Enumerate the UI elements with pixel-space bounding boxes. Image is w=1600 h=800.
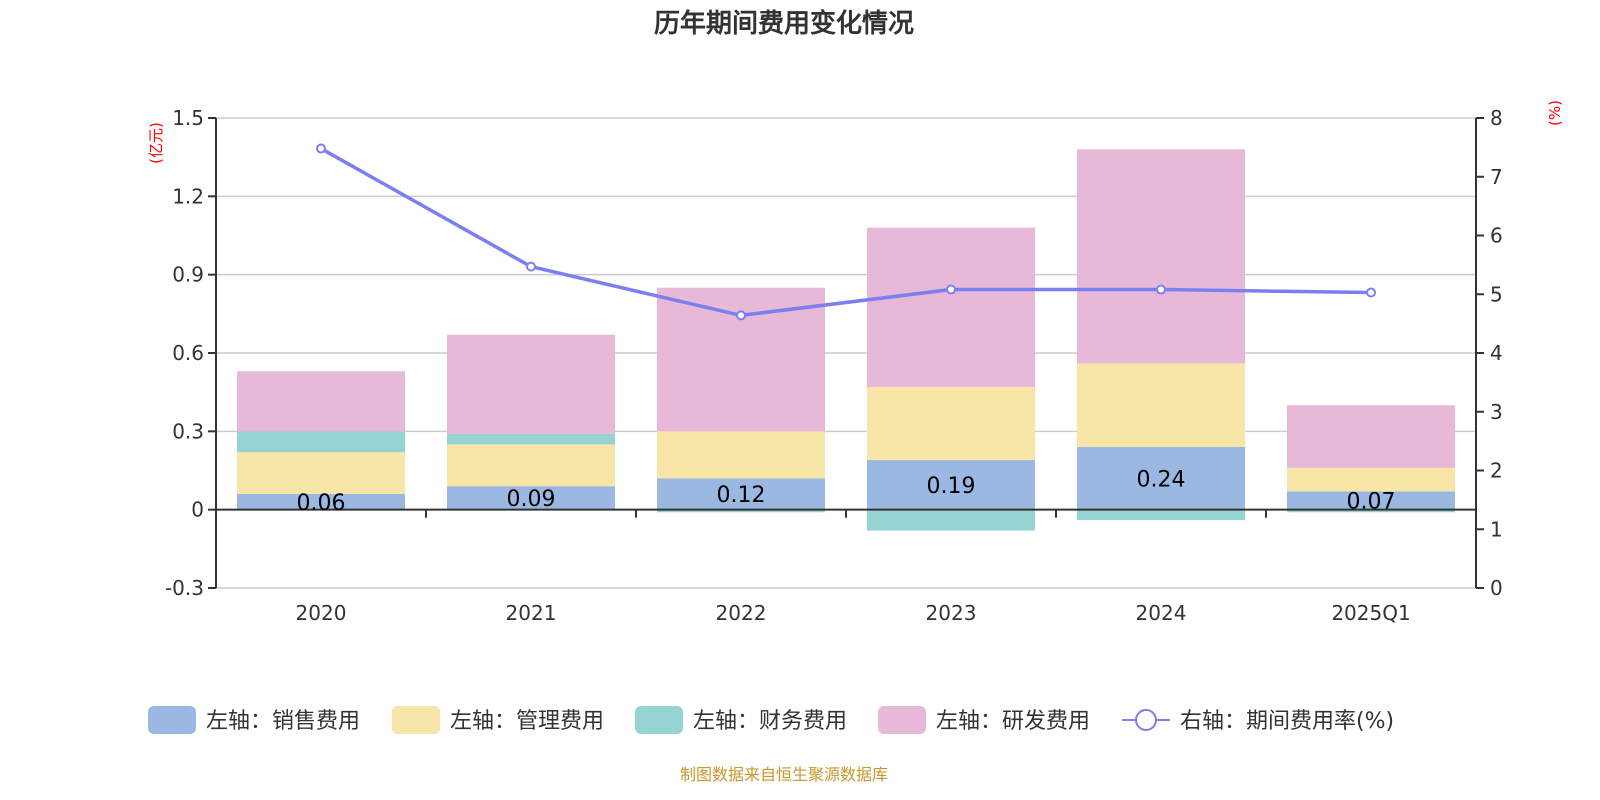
bar-segment (237, 371, 405, 432)
bar-segment (657, 478, 825, 510)
x-axis-label: 2023 (926, 601, 977, 625)
bar-segment (237, 494, 405, 510)
right-axis-tick-label: 4 (1490, 341, 1503, 365)
right-axis-tick-label: 7 (1490, 165, 1503, 189)
rate-point (946, 284, 956, 295)
bars-group (237, 149, 1455, 531)
legend-label: 右轴：期间费用率(%) (1180, 709, 1394, 734)
right-axis-tick-label: 0 (1490, 576, 1503, 600)
legend-label: 左轴：研发费用 (936, 709, 1090, 734)
right-axis-tick-label: 5 (1490, 282, 1503, 306)
bar-segment (867, 227, 1035, 387)
line-group (316, 143, 1376, 321)
left-axis-tick-label: 1.5 (172, 106, 204, 130)
right-axis-unit: (%) (1546, 100, 1564, 126)
bar-segment (447, 444, 615, 487)
right-axis-tick-label: 6 (1490, 224, 1503, 248)
left-axis-tick-label: 0 (191, 498, 204, 522)
left-axis-tick-label: -0.3 (165, 576, 204, 600)
chart-title: 历年期间费用变化情况 (654, 8, 914, 39)
bar-segment (1287, 509, 1455, 513)
legend-label: 左轴：销售费用 (206, 709, 360, 734)
rate-point (1156, 284, 1166, 295)
bar-segment (1287, 467, 1455, 492)
right-axis-tick-label: 1 (1490, 517, 1503, 541)
left-axis-tick-label: 0.3 (172, 419, 204, 443)
x-axis-label: 2025Q1 (1331, 601, 1410, 625)
bar-segment (657, 431, 825, 479)
legend-swatch (635, 706, 683, 734)
bar-segment (237, 431, 405, 453)
bar-segment (867, 509, 1035, 531)
rate-line (320, 147, 1372, 318)
bar-segment (867, 460, 1035, 510)
bar-data-label: 0.12 (717, 483, 766, 508)
x-axis-label: 2024 (1136, 601, 1187, 625)
rate-point (1366, 287, 1376, 298)
bar-segment (1287, 405, 1455, 468)
legend-label: 左轴：管理费用 (450, 709, 604, 734)
bar-data-label: 0.06 (297, 491, 346, 516)
bar-data-label: 0.24 (1137, 467, 1186, 492)
bar-segment (1077, 509, 1245, 521)
data-labels-group: 0.06 0.09 0.12 0.19 0.24 0.07 (297, 467, 1396, 516)
bar-segment (1077, 363, 1245, 447)
legend-circle-icon (1135, 709, 1157, 731)
footer-source: 制图数据来自恒生聚源数据库 (680, 765, 888, 784)
left-axis-tick-label: 1.2 (172, 184, 204, 208)
bar-data-label: 0.07 (1347, 490, 1396, 515)
bar-segment (447, 433, 615, 445)
legend-swatch (878, 706, 926, 734)
left-axis-tick-label: 0.9 (172, 263, 204, 287)
bar-data-label: 0.19 (927, 474, 976, 499)
bar-segment (447, 334, 615, 434)
legend-swatch (148, 706, 196, 734)
bar-segment (867, 386, 1035, 461)
bar-segment (1077, 447, 1245, 510)
rate-point (526, 261, 536, 272)
legend-swatch (392, 706, 440, 734)
x-axis-label: 2022 (716, 601, 767, 625)
right-axis-tick-label: 2 (1490, 459, 1503, 483)
left-axis-tick-label: 0.6 (172, 341, 204, 365)
legend-label: 左轴：财务费用 (693, 709, 847, 734)
bar-data-label: 0.09 (507, 487, 556, 512)
bar-segment (237, 452, 405, 494)
x-axis-label: 2020 (296, 601, 347, 625)
right-axis-tick-label: 3 (1490, 400, 1503, 424)
bar-segment (1287, 491, 1455, 510)
rate-point (316, 143, 326, 154)
rate-point (736, 310, 746, 321)
legend: 左轴：销售费用 左轴：管理费用 左轴：财务费用 左轴：研发费用 右轴：期间费用率(%) (148, 706, 1394, 734)
bar-segment (657, 509, 825, 513)
grid-lines (216, 117, 1476, 589)
x-axis-label: 2021 (506, 601, 557, 625)
axes-group: -0.3 0 0.3 0.6 0.9 1.2 1.5 0 1 2 3 4 5 6 7 8 2020 2021 202… (165, 106, 1503, 625)
left-axis-unit: (亿元) (147, 122, 165, 164)
bar-segment (1077, 149, 1245, 364)
right-axis-tick-label: 8 (1490, 106, 1503, 130)
bar-segment (447, 486, 615, 510)
